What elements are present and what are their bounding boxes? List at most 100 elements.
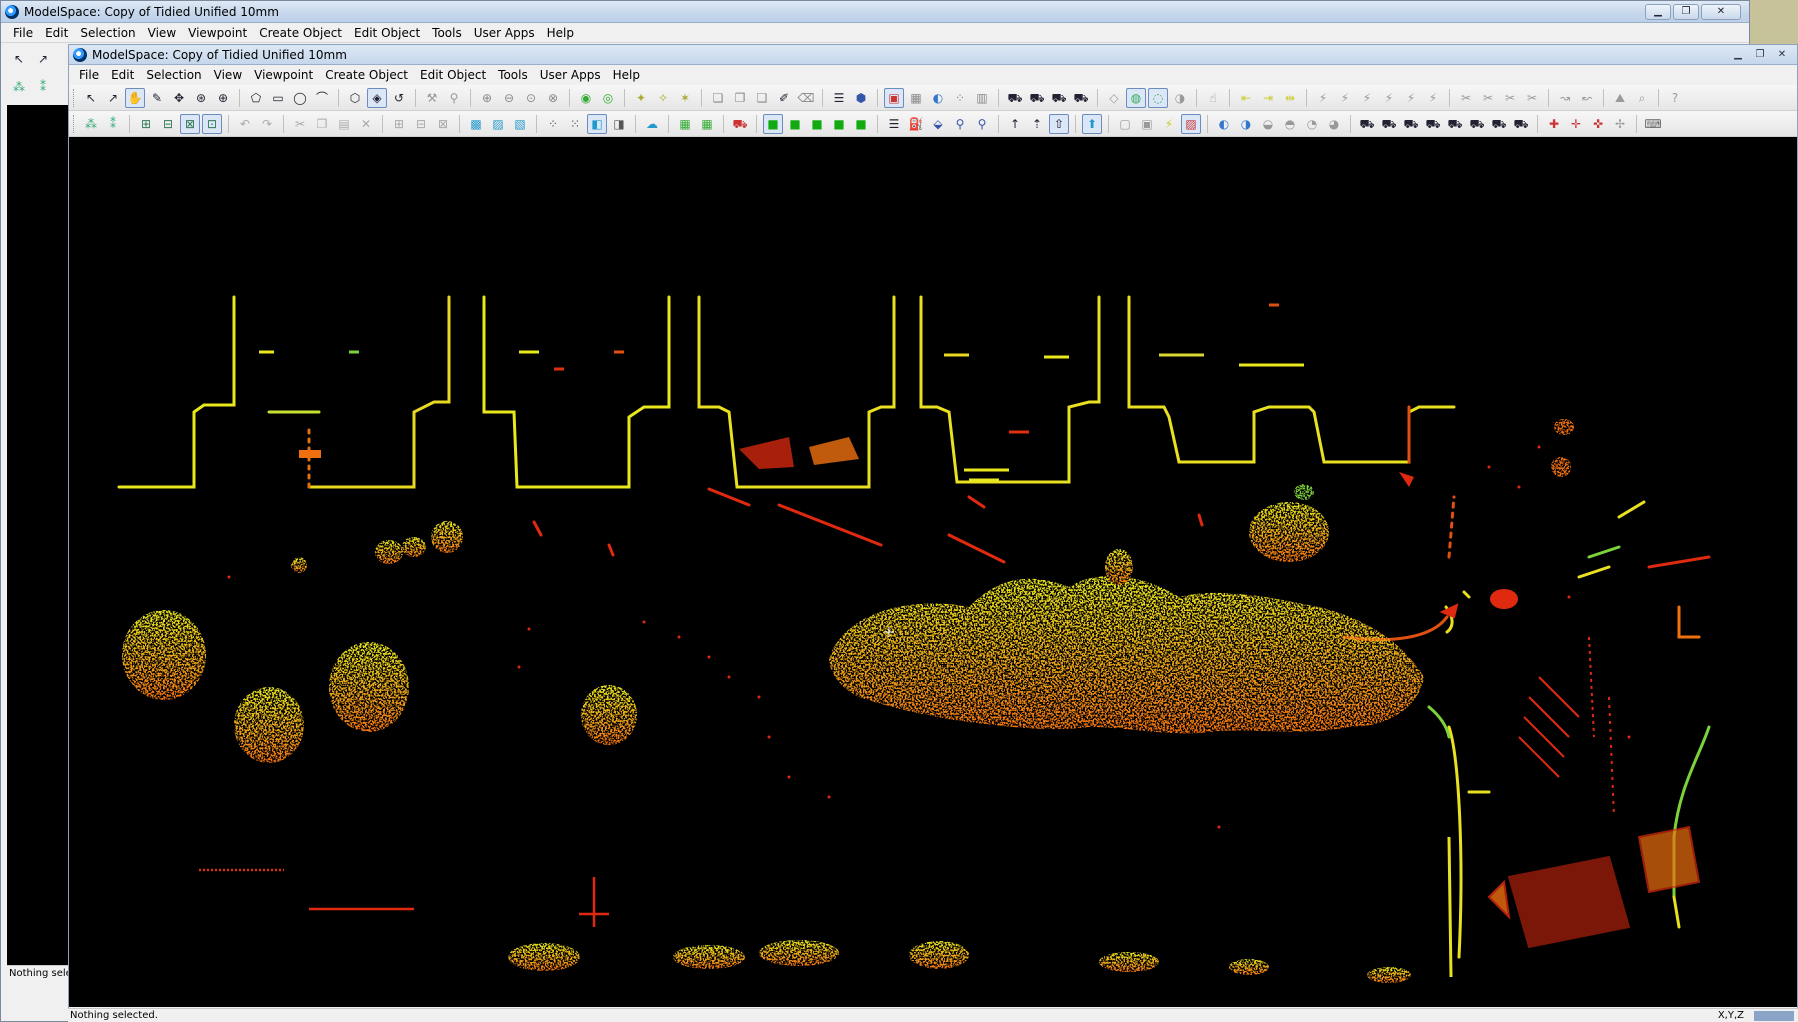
outer-titlebar[interactable]: ModelSpace: Copy of Tidied Unified 10mm … [1,1,1749,23]
paint-icon[interactable]: ⬢ [855,90,867,105]
up-arrow-icon[interactable]: ⬆ [1082,113,1102,134]
veh-e-icon[interactable]: ⛟ [1447,116,1463,131]
toolbar-grip-2[interactable] [73,114,76,133]
inner-menu-create-object[interactable]: Create Object [325,68,409,82]
inner-menu-viewpoint[interactable]: Viewpoint [254,68,314,82]
cube-icon[interactable]: ◈ [367,87,387,108]
snap2-icon[interactable]: ⁑ [40,80,46,94]
mesh-icon[interactable]: ▦ [910,90,922,105]
zoom-all-icon[interactable]: ⊗ [547,90,559,105]
car-red-icon[interactable]: ⛟ [732,116,748,131]
menu-user-apps[interactable]: User Apps [473,25,535,40]
globe-a-icon[interactable]: ◐ [1218,116,1230,131]
zoom-window-icon[interactable]: ⊙ [525,90,537,105]
point-c-icon[interactable]: ◧ [587,113,607,134]
snap-b-icon[interactable]: ⁑ [110,116,116,131]
frame-d-icon[interactable]: ▨ [1181,113,1201,134]
veh-a-icon[interactable]: ⛟ [1359,116,1375,131]
fit-green2-icon[interactable]: ◎ [602,90,614,105]
layer-a-icon[interactable]: ✦ [635,90,647,105]
axis-c-icon[interactable]: ✜ [1592,116,1604,131]
steps-icon[interactable]: ▥ [976,90,988,105]
globe-d-icon[interactable]: ◓ [1284,116,1296,131]
globe-icon[interactable]: ◐ [932,90,944,105]
copy-icon[interactable]: ❐ [316,116,328,131]
box-icon[interactable]: ⬡ [349,90,361,105]
veh-b-icon[interactable]: ⛟ [1381,116,1397,131]
frame-a-icon[interactable]: ▢ [1119,116,1131,131]
outer-side-viewport[interactable] [7,105,69,965]
menu-edit-object[interactable]: Edit Object [354,25,421,40]
inner-menu-file[interactable]: File [79,68,100,82]
drop-icon[interactable]: ⬙ [933,116,943,131]
group-a-icon[interactable]: ⊞ [393,116,405,131]
snap-a-icon[interactable]: ⁂ [85,116,97,131]
menu-view[interactable]: View [147,25,177,40]
wand-a-icon[interactable]: ⚡ [1318,90,1328,105]
inner-titlebar[interactable]: ModelSpace: Copy of Tidied Unified 10mm … [69,45,1797,65]
veh-f-icon[interactable]: ⛟ [1469,116,1485,131]
axis-d-icon[interactable]: ✢ [1614,116,1626,131]
inner-close-icon[interactable]: ✕ [1777,48,1787,60]
menu-edit[interactable]: Edit [45,25,69,40]
block-d-icon[interactable]: ■ [833,116,845,131]
cut-d-icon[interactable]: ✂ [1526,90,1538,105]
redo-icon[interactable]: ↷ [261,116,273,131]
veh-c-icon[interactable]: ⛟ [1403,116,1419,131]
tool-a-icon[interactable]: ⚒ [426,90,438,105]
axis-b-icon[interactable]: ✛ [1570,116,1582,131]
point-d-icon[interactable]: ◨ [613,116,625,131]
block-a-icon[interactable]: ■ [763,113,783,134]
inner-restore-icon[interactable]: ❐ [1755,48,1765,60]
wand-d-icon[interactable]: ⚡ [1384,90,1394,105]
layers-icon[interactable]: ☰ [833,90,845,105]
car-d-icon[interactable]: ⛟ [1073,90,1089,105]
view-a-icon[interactable]: ◍ [1126,87,1146,108]
sweep-icon[interactable]: ↺ [393,90,405,105]
layer-c-icon[interactable]: ✶ [679,90,691,105]
measure-c-icon[interactable]: ⇹ [1284,90,1296,105]
view-top-icon[interactable]: ⊞ [140,116,152,131]
view-c-icon[interactable]: ◑ [1174,90,1186,105]
cut-a-icon[interactable]: ✂ [1460,90,1472,105]
menu-tools[interactable]: Tools [432,25,462,40]
axis-a-icon[interactable]: ✚ [1548,116,1560,131]
inner-menu-tools[interactable]: Tools [498,68,528,82]
probe-icon[interactable]: ⚲ [955,116,965,131]
point-a-icon[interactable]: ⁘ [547,116,559,131]
close-button[interactable]: ✕ [1701,3,1741,20]
color-c-icon[interactable]: ▧ [514,116,526,131]
globe-f-icon[interactable]: ◕ [1328,116,1340,131]
car-b-icon[interactable]: ⛟ [1029,90,1045,105]
veh-g-icon[interactable]: ⛟ [1491,116,1507,131]
axis-z-icon[interactable]: ⇧ [1049,113,1069,134]
copy-b-icon[interactable]: ❐ [734,90,746,105]
veh-d-icon[interactable]: ⛟ [1425,116,1441,131]
curve-a-icon[interactable]: ↝ [1559,90,1571,105]
pointer-icon[interactable]: ↖ [85,90,97,105]
circle-icon[interactable]: ◯ [293,90,307,105]
render-icon[interactable]: ▣ [884,87,904,108]
menu-viewpoint[interactable]: Viewpoint [188,25,248,40]
lasso-icon[interactable]: ⌒ [315,90,328,105]
minimize-button[interactable]: ▁ [1645,3,1671,20]
measure-b-icon[interactable]: ⇥ [1262,90,1274,105]
car-c-icon[interactable]: ⛟ [1051,90,1067,105]
inner-menu-selection[interactable]: Selection [146,68,202,82]
globe-c-icon[interactable]: ◒ [1262,116,1274,131]
view-b-icon[interactable]: ◌ [1148,87,1168,108]
block-b-icon[interactable]: ■ [789,116,801,131]
move-icon[interactable]: ✥ [173,90,185,105]
block-c-icon[interactable]: ■ [811,116,823,131]
zoom-out-icon[interactable]: ⊖ [503,90,515,105]
copy-c-icon[interactable]: ❑ [756,90,768,105]
zoom-in-icon[interactable]: ⊕ [481,90,493,105]
frame-c-icon[interactable]: ⚡ [1164,116,1174,131]
measure-a-icon[interactable]: ⇤ [1240,90,1252,105]
inner-menu-user-apps[interactable]: User Apps [539,68,601,82]
maximize-button[interactable]: ❐ [1673,3,1699,20]
cloud-icon[interactable]: ☁ [646,116,658,131]
keyboard-icon[interactable]: ⌨ [1644,116,1662,131]
menu-selection[interactable]: Selection [80,25,136,40]
cut-c-icon[interactable]: ✂ [1504,90,1516,105]
